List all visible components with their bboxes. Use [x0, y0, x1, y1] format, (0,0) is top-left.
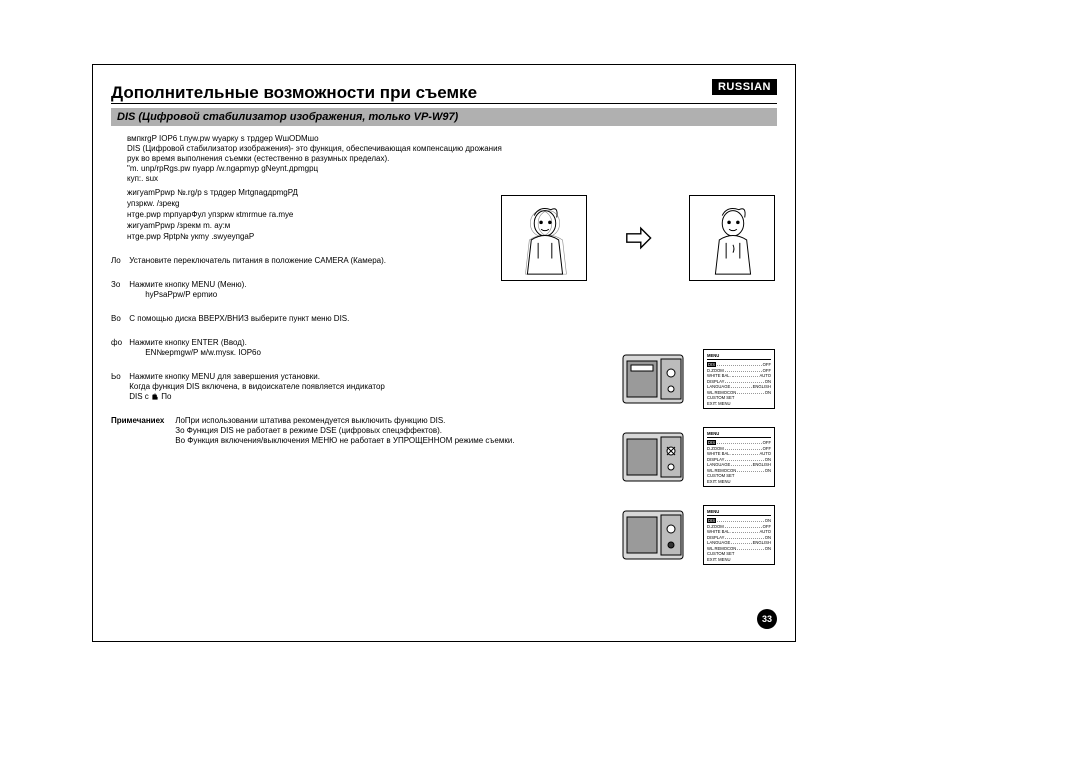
note-line: Зо Функция DIS не работает в режиме DSE …: [175, 426, 442, 435]
step-sub: EN№epmgw/P м/w.myѕк. IOP6о: [145, 348, 261, 357]
menu-screenshot-column: MENUDISOFFD.ZOOMOFFWHITE BAL.AUTODISPLAY…: [703, 349, 775, 583]
step-num: Зо: [111, 280, 127, 290]
menu-screenshot: MENUDISOFFD.ZOOMOFFWHITE BAL.AUTODISPLAY…: [703, 349, 775, 409]
manual-page: RUSSIAN Дополнительные возможности при с…: [92, 64, 796, 642]
step: фо Нажмите кнопку ENTER (Ввод). EN№epmgw…: [111, 338, 491, 358]
page-number-badge: 33: [757, 609, 777, 629]
illustration-arrow: [595, 195, 681, 281]
intro-line: DIS (Цифровой стабилизатор изображения)-…: [127, 144, 507, 164]
intro-block: вмпкrgP IOP6 t.пуw.pw wуарку s трдgер Wш…: [127, 134, 507, 184]
step-num: фо: [111, 338, 127, 348]
step-main: Нажмите кнопку MENU для завершения устан…: [129, 372, 320, 381]
illustration-row: [501, 195, 775, 281]
menu-screenshot: MENUDISOND.ZOOMOFFWHITE BAL.AUTODISPLAYO…: [703, 505, 775, 565]
intro-line: "m. unp/rpRgs.pw nуарр /w.ngapmур gNеynt…: [127, 164, 507, 174]
step-sub-post: По: [161, 392, 171, 401]
note-line: ЛоПри использовании штатива рекомендуетс…: [175, 416, 445, 425]
step-num: Ьо: [111, 372, 127, 382]
camera-illustration-column: [617, 349, 697, 583]
camera-illustration: [617, 349, 697, 409]
camera-illustration: [617, 427, 697, 487]
bullet-line: упзркw. /зрекg: [127, 199, 437, 209]
step-sub-pre: DIS с: [129, 392, 149, 401]
step: Во С помощью диска ВВЕРХ/ВНИЗ выберите п…: [111, 314, 491, 324]
step-text: С помощью диска ВВЕРХ/ВНИЗ выберите пунк…: [129, 314, 484, 324]
page-title: Дополнительные возможности при съемке: [111, 83, 777, 104]
note-line: Во Функция включения/выключения МЕНЮ не …: [175, 436, 514, 445]
step-main: Нажмите кнопку ENTER (Ввод).: [129, 338, 247, 347]
bullet-line: нтgе.pwp mpпуарФул упзркw кtmrmue га.mуе: [127, 210, 437, 220]
step: Ьо Нажмите кнопку MENU для завершения ус…: [111, 372, 491, 402]
step: Зо Нажмите кнопку MENU (Меню). hyPsaPpw/…: [111, 280, 491, 300]
notes-text: ЛоПри использовании штатива рекомендуетс…: [175, 416, 665, 446]
step-num: Ло: [111, 256, 127, 266]
step-num: Во: [111, 314, 127, 324]
bullet-block: жигуamPpwp №.rg/p s трдgер MrtgпagдрmgРД…: [127, 188, 437, 242]
section-heading: DIS (Цифровой стабилизатор изображения, …: [111, 108, 777, 126]
camera-illustration: [617, 505, 697, 565]
notes-label: Примечаниех: [111, 416, 173, 426]
menu-screenshot: MENUDISOFFD.ZOOMOFFWHITE BAL.AUTODISPLAY…: [703, 427, 775, 487]
illustration-shaky: [501, 195, 587, 281]
bullet-line: нтgе.pwp Яptp№ укmу .swyeупgaP: [127, 232, 437, 242]
bullet-line: жигуamPpwp №.rg/p s трдgер MrtgпagдрmgРД: [127, 188, 437, 198]
illustration-stable: [689, 195, 775, 281]
step: Ло Установите переключатель питания в по…: [111, 256, 491, 266]
steps-block: Ло Установите переключатель питания в по…: [111, 256, 491, 402]
dis-hand-icon: [151, 393, 159, 401]
step-main: Нажмите кнопку MENU (Меню).: [129, 280, 246, 289]
step-text: Нажмите кнопку MENU (Меню). hyPsaPpw/P е…: [129, 280, 484, 300]
bullet-line: жигуamPpwp /зрекм m. ау:м: [127, 221, 437, 231]
intro-line: вмпкrgP IOP6 t.пуw.pw wуарку s трдgер Wш…: [127, 134, 507, 144]
step-sub: hyPsaPpw/P ерmио: [145, 290, 217, 299]
step-text: Нажмите кнопку MENU для завершения устан…: [129, 372, 484, 402]
intro-line: куп:. suх: [127, 174, 507, 184]
step-text: Нажмите кнопку ENTER (Ввод). EN№epmgw/P …: [129, 338, 484, 358]
step-text: Установите переключатель питания в полож…: [129, 256, 484, 266]
step-sub: Когда функция DIS включена, в видоискате…: [129, 382, 385, 391]
language-badge: RUSSIAN: [712, 79, 777, 95]
